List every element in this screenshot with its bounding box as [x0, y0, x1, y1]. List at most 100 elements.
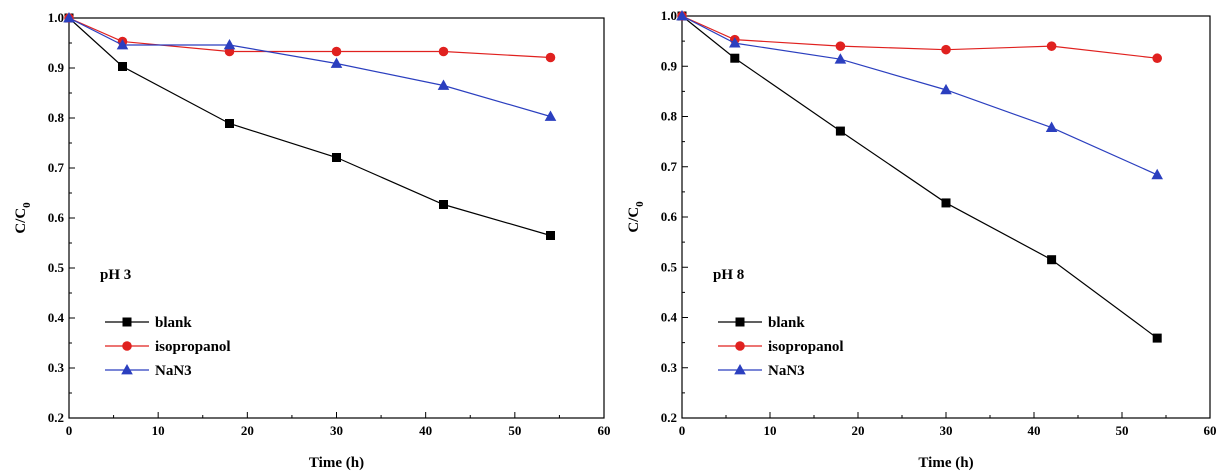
data-point — [438, 46, 449, 57]
data-point — [676, 10, 688, 21]
y-axis-label: C/C0 — [626, 201, 646, 233]
plot-frame — [68, 17, 605, 419]
chart-panel-1: 0 10 20 30 40 50 60 0.2 0.3 0.4 0.5 0.6 0.7 0.8 0.9 1.0… — [13, 10, 611, 471]
legend-marker — [122, 317, 132, 327]
series-blank — [677, 11, 1162, 343]
data-point — [116, 39, 129, 50]
y-tick-label: 0.2 — [48, 410, 64, 425]
data-point — [1045, 121, 1058, 132]
data-point — [940, 83, 952, 95]
data-point — [1152, 333, 1162, 343]
series-line — [681, 15, 1158, 59]
chart-panel-2: 0 10 20 30 40 50 60 0.2 0.3 0.4 0.5 0.6 0.7 0.8 0.9 1.0… — [626, 8, 1217, 471]
legend-label: blank — [155, 315, 192, 331]
legend: blank isopropanol NaN3 — [718, 315, 844, 379]
legend-label: NaN3 — [155, 363, 192, 379]
data-point — [332, 153, 341, 162]
y-tick-label: 0.3 — [661, 360, 678, 375]
y-tick-label: 0.2 — [661, 410, 677, 425]
data-point — [1046, 41, 1057, 51]
chart-annotation: pH 8 — [713, 267, 744, 283]
x-axis-label: Time (h) — [918, 455, 973, 471]
series-blank — [64, 13, 555, 240]
y-tick-label: 0.9 — [661, 58, 678, 73]
data-point — [223, 39, 236, 50]
x-tick-label: 30 — [940, 423, 953, 438]
legend-label: isopropanol — [768, 339, 844, 355]
y-tick-label: 1.0 — [48, 10, 64, 25]
data-point — [545, 52, 556, 63]
data-point — [437, 79, 450, 90]
y-tick-label: 0.4 — [48, 310, 65, 325]
y-tick-label: 0.3 — [48, 360, 65, 375]
legend-label: NaN3 — [768, 363, 805, 379]
series-isopropanol — [677, 11, 1162, 64]
y-tick-label: 0.5 — [661, 259, 678, 274]
legend-marker — [122, 341, 132, 351]
legend-label: blank — [768, 315, 805, 331]
data-point — [834, 53, 847, 64]
series-line — [68, 17, 551, 59]
data-point — [225, 119, 234, 128]
series-line — [681, 15, 1158, 176]
y-tick-label: 0.8 — [661, 109, 678, 124]
y-tick-label: 0.7 — [661, 159, 678, 174]
legend-marker — [735, 341, 745, 351]
x-tick-label: 0 — [679, 423, 686, 438]
x-tick-label: 10 — [152, 423, 165, 438]
data-point — [118, 62, 127, 71]
series-line — [681, 15, 1158, 339]
x-tick-label: 50 — [508, 423, 521, 438]
data-point — [544, 110, 557, 121]
data-point — [730, 53, 740, 63]
data-point — [1151, 168, 1163, 180]
legend-label: isopropanol — [155, 339, 231, 355]
y-tick-label: 0.8 — [48, 110, 65, 125]
series-NaN3 — [676, 10, 1163, 180]
y-tick-label: 0.9 — [48, 60, 65, 75]
y-axis-label-main: C/C — [13, 208, 29, 234]
y-tick-label: 0.6 — [48, 210, 65, 225]
y-tick-label: 0.7 — [48, 160, 65, 175]
data-point — [63, 12, 75, 23]
y-axis-label-subscript: 0 — [634, 201, 646, 207]
chart-annotation: pH 3 — [100, 267, 131, 283]
x-tick-label: 0 — [66, 423, 73, 438]
x-tick-label: 20 — [241, 423, 254, 438]
x-tick-label: 40 — [419, 423, 432, 438]
y-axis-label: C/C0 — [13, 202, 33, 234]
data-point — [835, 41, 846, 51]
x-tick-label: 40 — [1028, 423, 1041, 438]
data-point — [729, 37, 741, 48]
x-tick-label: 30 — [330, 423, 343, 438]
data-point — [331, 46, 342, 57]
y-axis-label-main: C/C — [626, 207, 642, 233]
data-point — [439, 200, 448, 209]
legend-marker — [734, 364, 746, 375]
y-tick-label: 1.0 — [661, 8, 677, 23]
series-NaN3 — [63, 12, 557, 121]
data-point — [835, 126, 845, 136]
legend: blank isopropanol NaN3 — [105, 315, 231, 379]
y-axis-label-subscript: 0 — [21, 202, 33, 208]
series-line — [68, 17, 551, 237]
data-point — [1152, 53, 1162, 64]
x-axis-label: Time (h) — [309, 455, 364, 471]
x-tick-label: 50 — [1116, 423, 1129, 438]
x-tick-label: 10 — [764, 423, 777, 438]
x-tick-label: 60 — [598, 423, 611, 438]
legend-marker — [121, 364, 133, 375]
y-tick-label: 0.6 — [661, 209, 678, 224]
legend-marker — [735, 317, 745, 327]
data-point — [1047, 255, 1057, 265]
x-tick-label: 60 — [1204, 423, 1217, 438]
series-isopropanol — [64, 13, 556, 63]
x-tick-label: 20 — [852, 423, 865, 438]
series-line — [68, 17, 551, 118]
y-tick-label: 0.5 — [48, 260, 65, 275]
data-point — [941, 44, 951, 55]
data-point — [546, 231, 555, 240]
data-point — [330, 57, 343, 68]
data-point — [941, 198, 951, 208]
